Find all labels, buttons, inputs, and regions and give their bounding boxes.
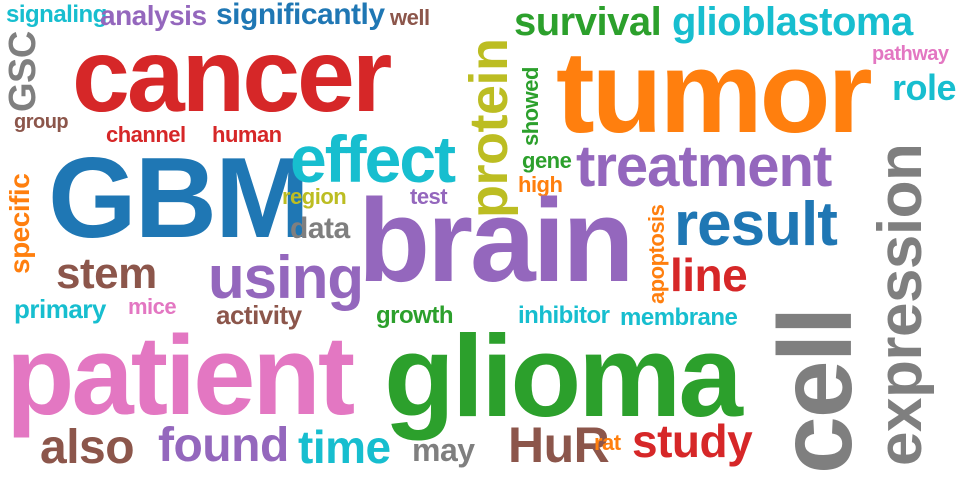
word-cell: cell xyxy=(758,308,874,474)
word-gbm: GBM xyxy=(48,135,310,262)
word-survival: survival xyxy=(514,0,662,44)
word-signaling: signaling xyxy=(6,1,107,28)
word-treatment: treatment xyxy=(576,134,832,199)
word-rat: rat xyxy=(594,430,621,455)
word-cancer: cancer xyxy=(72,18,392,134)
word-mice: mice xyxy=(128,294,177,319)
word-growth: growth xyxy=(376,302,453,329)
word-tumor: tumor xyxy=(556,27,873,157)
word-expression: expression xyxy=(866,143,935,466)
word-showed: showed xyxy=(518,67,543,146)
word-may: may xyxy=(412,432,475,468)
word-primary: primary xyxy=(14,294,106,324)
word-high: high xyxy=(518,172,563,197)
word-line: line xyxy=(670,249,748,301)
word-effect: effect xyxy=(290,122,456,196)
word-group: group xyxy=(14,111,69,133)
word-specific: specific xyxy=(4,173,35,274)
word-data: data xyxy=(290,212,350,245)
word-pathway: pathway xyxy=(872,43,949,65)
word-well: well xyxy=(390,5,430,30)
word-significantly: significantly xyxy=(216,0,385,31)
word-using: using xyxy=(208,244,364,311)
word-activity: activity xyxy=(216,300,302,330)
word-study: study xyxy=(632,415,753,467)
word-glioblastoma: glioblastoma xyxy=(672,0,913,44)
word-stem: stem xyxy=(56,249,157,298)
word-patient: patient xyxy=(6,313,355,438)
word-membrane: membrane xyxy=(620,304,738,331)
word-analysis: analysis xyxy=(100,0,207,31)
word-hur: HuR xyxy=(508,417,610,473)
word-also: also xyxy=(40,421,135,474)
word-time: time xyxy=(298,421,391,473)
word-result: result xyxy=(674,190,838,259)
word-brain: brain xyxy=(358,175,634,307)
word-found: found xyxy=(158,419,289,472)
word-gene: gene xyxy=(522,148,572,173)
word-apoptosis: apoptosis xyxy=(644,204,669,304)
word-human: human xyxy=(212,122,282,147)
word-region: region xyxy=(282,184,347,209)
word-channel: channel xyxy=(106,122,186,147)
word-test: test xyxy=(410,184,448,209)
word-glioma: glioma xyxy=(384,311,743,441)
word-inhibitor: inhibitor xyxy=(518,302,610,329)
word-role: role xyxy=(892,67,957,108)
word-gsc: GSC xyxy=(2,31,44,112)
